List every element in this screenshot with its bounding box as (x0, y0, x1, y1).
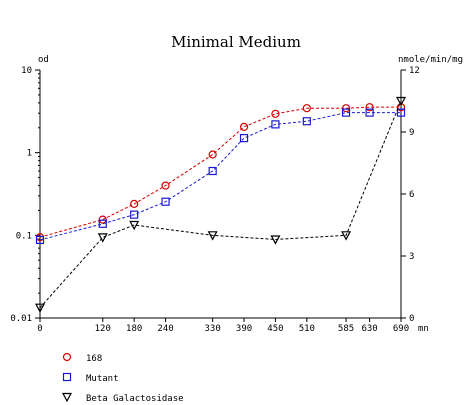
right-tick-label: 9 (409, 128, 414, 138)
data-point (97, 233, 108, 243)
data-point (341, 231, 352, 241)
data-point (130, 199, 139, 209)
data-point (239, 134, 249, 143)
data-point (239, 122, 249, 131)
data-point (396, 103, 406, 112)
right-axis-label: nmole/min/mg (398, 55, 463, 65)
x-tick-label: 180 (126, 324, 142, 334)
chart-title: Minimal Medium (171, 33, 301, 51)
right-tick-label: 6 (409, 190, 414, 200)
data-point (207, 231, 218, 241)
data-point (161, 197, 170, 206)
x-tick-label: 390 (236, 324, 252, 334)
x-tick-label: 690 (393, 324, 409, 334)
data-point (302, 117, 311, 126)
x-tick-label: 630 (361, 324, 377, 334)
chart-marks: 0 120 180 240 330 390 450 510 585 630 6900.010.111… (10, 66, 420, 334)
x-tick-label: 120 (95, 324, 111, 334)
data-point (129, 220, 140, 231)
data-point (208, 166, 217, 176)
x-tick-label: 510 (299, 324, 315, 334)
x-tick-label: 585 (338, 324, 354, 334)
legend: 168 Mutant Beta Galactosidase (62, 352, 184, 404)
data-point (35, 235, 45, 245)
series-line (39, 106, 401, 238)
series-line (39, 100, 402, 308)
left-tick-label: 10 (21, 66, 32, 76)
legend-marker (62, 352, 72, 362)
x-tick-label: 450 (267, 324, 283, 334)
legend-label: 168 (86, 354, 102, 364)
legend-marker (62, 372, 72, 382)
right-tick-label: 0 (409, 314, 414, 324)
data-point (302, 104, 311, 113)
series-line (39, 112, 401, 241)
left-tick-label: 1 (27, 149, 32, 159)
x-tick-label: 330 (205, 324, 221, 334)
data-point (270, 235, 281, 245)
data-point (365, 103, 374, 112)
left-tick-label: 0.1 (16, 231, 32, 241)
legend-label: Beta Galactosidase (86, 394, 184, 404)
left-tick-label: 0.01 (10, 314, 32, 324)
data-point (271, 120, 280, 129)
data-point (396, 108, 406, 117)
data-point (35, 303, 45, 313)
data-point (365, 108, 374, 117)
legend-label: Mutant (86, 374, 119, 384)
data-point (341, 104, 351, 113)
data-point (208, 150, 217, 159)
legend-marker (62, 392, 72, 403)
x-tick-label: 0 (37, 324, 42, 334)
x-unit-label: mn (418, 324, 429, 334)
left-axis-label: od (38, 55, 49, 65)
right-tick-label: 3 (409, 252, 414, 262)
data-point (130, 210, 139, 219)
data-point (98, 219, 107, 228)
data-point (396, 96, 406, 107)
right-tick-label: 12 (409, 66, 420, 76)
data-point (98, 215, 107, 224)
data-point (341, 108, 351, 117)
x-tick-label: 240 (157, 324, 173, 334)
data-point (271, 109, 280, 118)
data-point (161, 181, 170, 190)
